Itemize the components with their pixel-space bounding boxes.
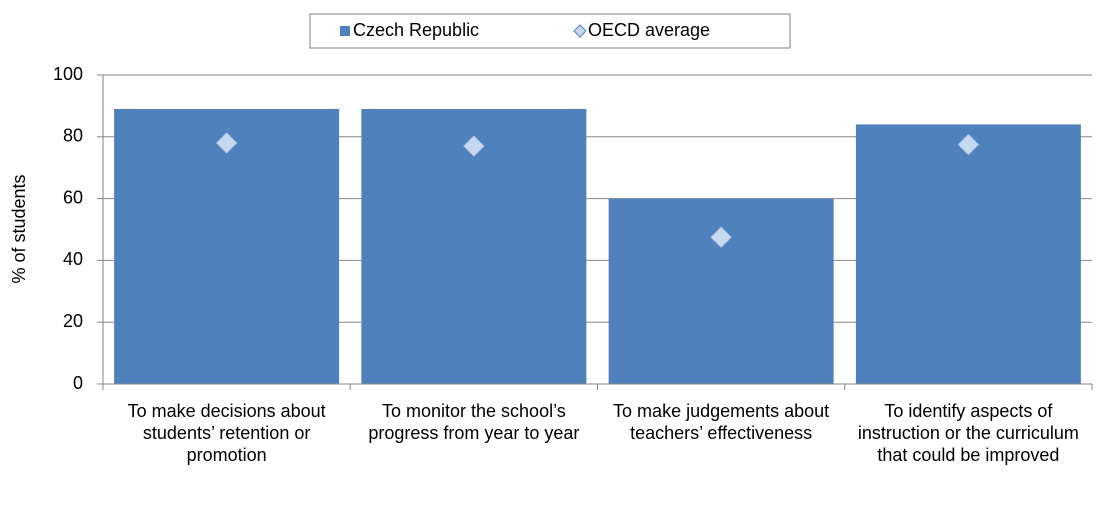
legend-swatch [573,24,587,38]
y-tick-label: 40 [63,249,83,269]
x-tick-label: To identify aspects of instruction or th… [857,401,1079,465]
marker [463,135,485,157]
y-tick-label: 80 [63,126,83,146]
marker [957,133,980,156]
bar [114,108,340,385]
marker [710,226,732,248]
legend-label: OECD average [588,20,710,40]
legend-label: Czech Republic [353,20,479,40]
bar [855,124,1081,384]
x-tick-label: To make decisions about students’ retent… [127,401,326,465]
marker [215,132,238,154]
y-tick-label: 0 [73,373,83,393]
x-tick-label: To monitor the school’s progress from ye… [368,401,580,443]
legend-swatch [340,26,350,36]
x-tick-label: To make judgements about teachers’ effec… [613,401,830,443]
y-tick-label: 60 [63,187,83,207]
bar [608,198,834,384]
y-tick-label: 20 [63,311,83,331]
y-tick-label: 100 [53,64,83,84]
legend-box [309,13,791,49]
y-axis-label: % of students [9,174,29,283]
